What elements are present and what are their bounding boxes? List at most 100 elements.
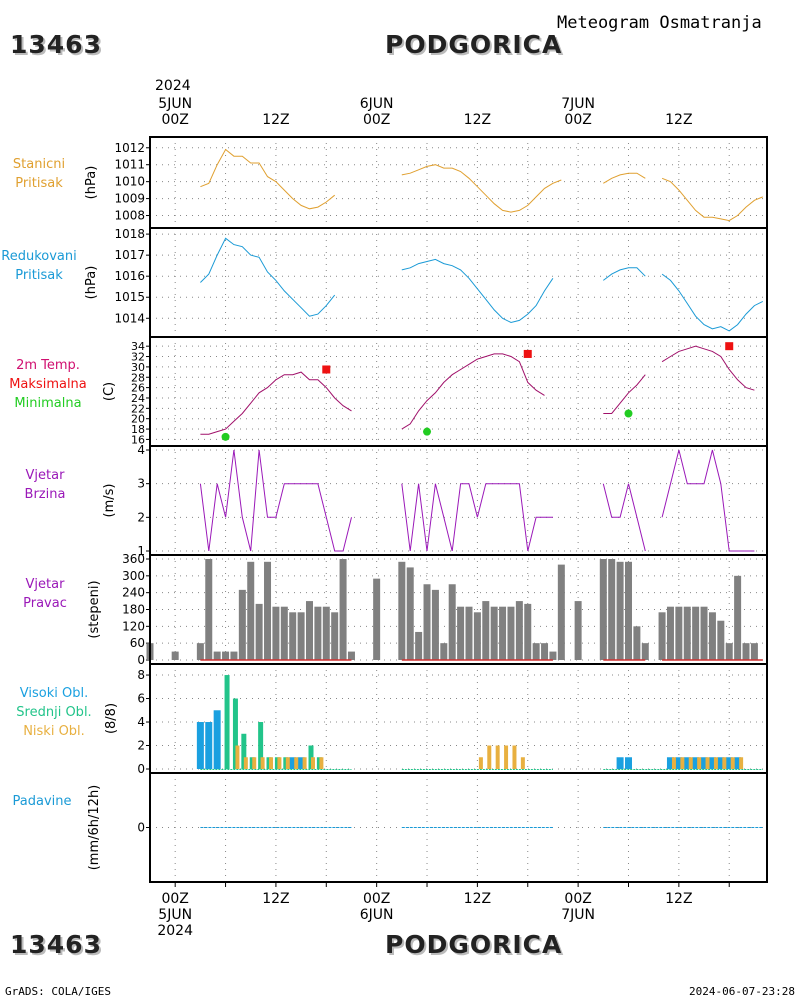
cloud-bar (478, 757, 483, 769)
time-label-line: 2024 (157, 923, 193, 939)
y-tick-label: 240 (122, 586, 145, 600)
cloud-bar (243, 757, 248, 769)
cloud-bar (713, 757, 718, 769)
wind-dir-bar (541, 643, 549, 660)
y-tick-label: 26 (131, 382, 145, 395)
label-clouds: Visoki Obl. Srednji Obl. Niski Obl. (0, 684, 108, 741)
wind-dir-bar (238, 589, 246, 660)
wind-dir-bar (331, 612, 339, 660)
wind-dir-bar (448, 584, 456, 660)
wind-dir-bar (532, 643, 540, 660)
wind-dir-bar (658, 612, 666, 660)
series-line-station_pressure (200, 148, 763, 222)
y-tick-label: 24 (131, 392, 145, 405)
tmin-point (423, 427, 432, 436)
y-tick-label: 0 (137, 762, 145, 776)
y-tick-label: 8 (137, 668, 145, 682)
time-label-line: 5JUN (158, 96, 193, 112)
label-line: Brzina (24, 487, 66, 502)
wind-dir-bar (255, 603, 263, 660)
bottom-time-label: 00Z 5JUN 2024 (145, 891, 205, 939)
panel-frame (149, 227, 768, 338)
y-axis-label: (m/s) (102, 484, 117, 518)
top-time-label: 12Z (246, 112, 306, 128)
footer-credit: GrADS: COLA/IGES (5, 985, 111, 998)
wind-dir-bar (473, 612, 481, 660)
bottom-time-label: 00Z 6JUN (347, 891, 407, 923)
y-tick-label: 1010 (114, 175, 145, 189)
label-line: Padavine (12, 794, 72, 809)
station-name-bottom: PODGORICA (385, 930, 563, 959)
time-label-line: 12Z (463, 112, 492, 128)
y-tick-label: 2 (137, 739, 145, 753)
y-tick-label: 1015 (114, 290, 145, 304)
wind-dir-bar (708, 612, 716, 660)
y-tick-label: 1018 (114, 227, 145, 241)
tmax-point (523, 349, 532, 358)
y-tick-label: 1 (137, 544, 145, 558)
y-tick-label: 1014 (114, 311, 145, 325)
panel-reduced_pressure: 1014 1015 1016 1017 1018 (hPa) (84, 227, 768, 338)
y-tick-label: 28 (131, 371, 145, 384)
y-axis-label: (hPa) (84, 266, 99, 300)
cloud-bar (512, 745, 517, 769)
y-tick-label: 120 (122, 619, 145, 633)
y-tick-label: 34 (131, 340, 145, 353)
wind-dir-bar (499, 606, 507, 660)
y-axis-label: (hPa) (84, 166, 99, 200)
time-label-line: 00Z (564, 112, 592, 128)
time-label-line: 7JUN (561, 96, 595, 112)
panel-wind_speed: 1 2 3 4 (m/s) (102, 443, 768, 558)
label-line: Maksimalna (9, 377, 87, 392)
cloud-bar (297, 757, 305, 769)
label-precip: Padavine (0, 792, 84, 811)
cloud-bar (705, 757, 710, 769)
wind-dir-bar (339, 559, 347, 660)
wind-dir-bar (406, 567, 414, 660)
cloud-bar (232, 698, 238, 769)
y-tick-label: 1016 (114, 269, 145, 283)
cloud-bar (717, 757, 725, 769)
label-line: Srednji Obl. (16, 705, 92, 720)
y-tick-label: 0 (137, 653, 145, 667)
label-line: Pritisak (15, 268, 63, 283)
y-tick-label: 4 (137, 443, 145, 457)
label-line: Vjetar (25, 577, 65, 592)
wind-dir-bar (599, 559, 607, 660)
cloud-bar (235, 745, 240, 769)
tmax-point (322, 365, 331, 374)
wind-dir-bar (289, 612, 297, 660)
cloud-bar (289, 757, 297, 769)
wind-dir-bar (171, 651, 179, 660)
wind-dir-bar (675, 606, 683, 660)
wind-dir-bar (431, 589, 439, 660)
time-label-line: 00Z (362, 112, 391, 128)
wind-dir-bar (314, 606, 322, 660)
cloud-bar (722, 757, 727, 769)
cloud-bar (734, 757, 742, 769)
y-tick-label: 0 (137, 821, 145, 835)
label-temperature: 2m Temp. Maksimalna Minimalna (0, 356, 96, 413)
wind-dir-bar (683, 606, 691, 660)
cloud-bar (310, 757, 315, 769)
tmin-point (624, 409, 633, 418)
wind-dir-bar (734, 575, 742, 660)
wind-dir-bar (230, 651, 238, 660)
cloud-bar (730, 757, 735, 769)
cloud-bar (252, 757, 257, 769)
series-line-temperature (200, 345, 755, 435)
y-tick-label: 18 (131, 423, 145, 436)
y-tick-label: 6 (137, 692, 145, 706)
label-line: Stanicni (12, 157, 66, 172)
y-axis-label: (C) (102, 382, 117, 401)
cloud-bar (688, 757, 693, 769)
label-reduced-pressure: Redukovani Pritisak (0, 247, 78, 285)
label-wind-speed: Vjetar Brzina (0, 466, 90, 504)
cloud-bar (277, 757, 282, 769)
wind-dir-bar (515, 601, 523, 660)
cloud-bar (504, 745, 509, 769)
y-tick-label: 30 (131, 361, 145, 374)
label-line: Redukovani (1, 249, 77, 264)
cloud-bar (666, 757, 674, 769)
